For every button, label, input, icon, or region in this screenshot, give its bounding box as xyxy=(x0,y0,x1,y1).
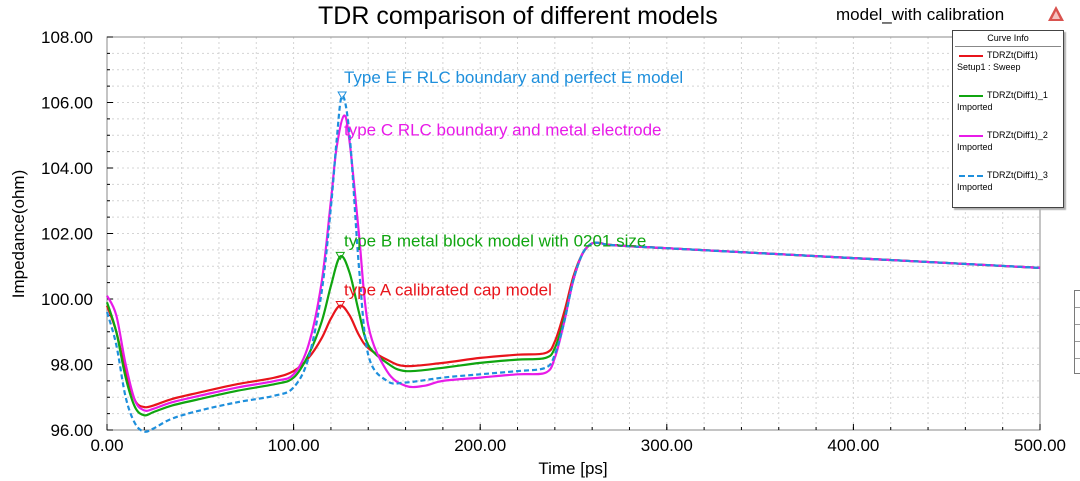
legend-item[interactable]: TDRZt(Diff1)_3 Imported xyxy=(953,170,1063,206)
x-tick-label: 200.00 xyxy=(454,436,506,455)
annotation-label: type C RLC boundary and metal electrode xyxy=(344,120,662,139)
series-line-1 xyxy=(105,241,1041,409)
legend[interactable]: Curve Info TDRZt(Diff1) Setup1 : Sweep TDR… xyxy=(952,30,1064,208)
y-tick-label: 100.00 xyxy=(41,290,93,309)
x-tick-label: 0.00 xyxy=(90,436,123,455)
series-line-2 xyxy=(105,241,1041,417)
legend-swatch xyxy=(959,95,983,97)
x-tick-label: 400.00 xyxy=(827,436,879,455)
y-tick-label: 102.00 xyxy=(41,225,93,244)
x-tick-label: 100.00 xyxy=(268,436,320,455)
y-tick-label: 108.00 xyxy=(41,28,93,47)
series-group xyxy=(105,94,1041,433)
annotation-label: type A calibrated cap model xyxy=(344,281,552,300)
app-logo-icon xyxy=(1048,6,1064,21)
legend-item[interactable]: TDRZt(Diff1) Setup1 : Sweep xyxy=(953,50,1063,86)
annotation-marker xyxy=(335,251,346,261)
side-panel-stub xyxy=(1074,290,1080,374)
annotation-label: Type E F RLC boundary and perfect E mode… xyxy=(344,68,683,87)
annotation-marker xyxy=(335,301,346,310)
legend-series-source: Imported xyxy=(957,102,993,112)
x-tick-label: 500.00 xyxy=(1014,436,1066,455)
legend-title: Curve Info xyxy=(955,31,1061,47)
legend-series-source: Imported xyxy=(957,142,993,152)
x-axis-label: Time [ps] xyxy=(538,459,607,478)
legend-series-name: TDRZt(Diff1)_1 xyxy=(987,90,1048,100)
legend-swatch xyxy=(959,175,983,177)
legend-item[interactable]: TDRZt(Diff1)_1 Imported xyxy=(953,90,1063,126)
annotation-marker xyxy=(337,91,347,100)
annotations: Type E F RLC boundary and perfect E mode… xyxy=(335,68,683,310)
series-line-3 xyxy=(106,114,1041,412)
y-tick-label: 96.00 xyxy=(50,421,93,440)
series-line-4 xyxy=(105,94,1041,433)
axes: 0.00 100.00 200.00 300.00 400.00 500.00 96.00 9… xyxy=(41,28,1066,455)
legend-swatch xyxy=(959,55,983,57)
y-tick-label: 104.00 xyxy=(41,159,93,178)
y-axis-label: Impedance(ohm) xyxy=(9,170,28,299)
legend-series-name: TDRZt(Diff1)_3 xyxy=(987,170,1048,180)
chart-title: TDR comparison of different models xyxy=(318,2,718,30)
chart-subtitle: model_with calibration xyxy=(836,5,1005,24)
y-tick-label: 98.00 xyxy=(50,356,93,375)
legend-series-source: Setup1 : Sweep xyxy=(957,62,1021,72)
legend-item[interactable]: TDRZt(Diff1)_2 Imported xyxy=(953,130,1063,166)
legend-series-name: TDRZt(Diff1)_2 xyxy=(987,130,1048,140)
y-tick-label: 106.00 xyxy=(41,94,93,113)
legend-series-source: Imported xyxy=(957,182,993,192)
x-tick-label: 300.00 xyxy=(641,436,693,455)
legend-swatch xyxy=(959,135,983,137)
legend-series-name: TDRZt(Diff1) xyxy=(987,50,1038,60)
annotation-label: type B metal block model with 0201 size xyxy=(344,232,646,251)
